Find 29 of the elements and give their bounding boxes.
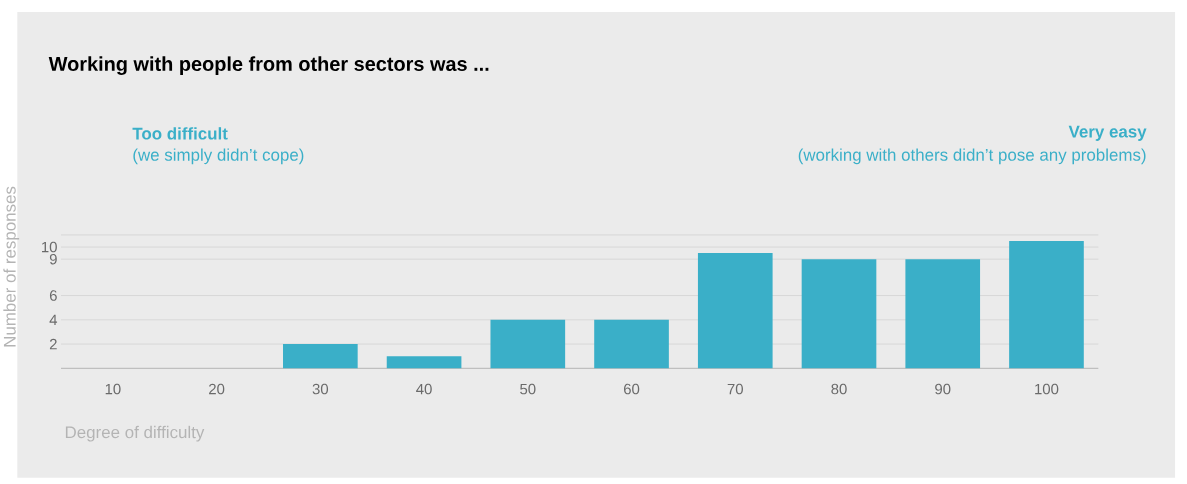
text: (we simply didn’t cope) bbox=[133, 148, 304, 165]
y-tick-label: 2 bbox=[49, 338, 57, 350]
x-tick-label: 80 bbox=[831, 383, 847, 395]
x-tick-label: 70 bbox=[727, 383, 743, 395]
y-tick-label: 10 bbox=[42, 241, 57, 253]
bar bbox=[490, 319, 566, 369]
x-tick-label: 40 bbox=[416, 383, 432, 395]
y-axis-title: Number of responses bbox=[3, 186, 20, 347]
y-tick-label: 6 bbox=[49, 290, 57, 301]
bar bbox=[386, 356, 462, 369]
x-tick-label: 60 bbox=[624, 383, 640, 395]
text: Too difficult bbox=[132, 127, 228, 140]
chart-title: Working with people from other sectors was ... bbox=[48, 56, 489, 76]
bar bbox=[905, 259, 981, 369]
text: Very easy bbox=[1068, 125, 1147, 142]
x-tick-label: 50 bbox=[520, 383, 536, 395]
x-tick-label: 30 bbox=[312, 383, 329, 395]
x-tick-label: 10 bbox=[105, 383, 121, 395]
text: (working with others didn’t pose any problems) bbox=[798, 148, 1146, 165]
x-tick-label: 20 bbox=[209, 383, 225, 395]
bar bbox=[697, 253, 773, 369]
bar bbox=[283, 344, 358, 369]
x-tick-label: 100 bbox=[1035, 383, 1059, 395]
bar bbox=[801, 259, 877, 369]
y-tick-label: 9 bbox=[49, 253, 57, 265]
bar bbox=[1009, 241, 1084, 369]
x-tick-label: 90 bbox=[935, 383, 951, 395]
bar bbox=[594, 319, 669, 369]
y-tick-label: 4 bbox=[49, 314, 58, 326]
